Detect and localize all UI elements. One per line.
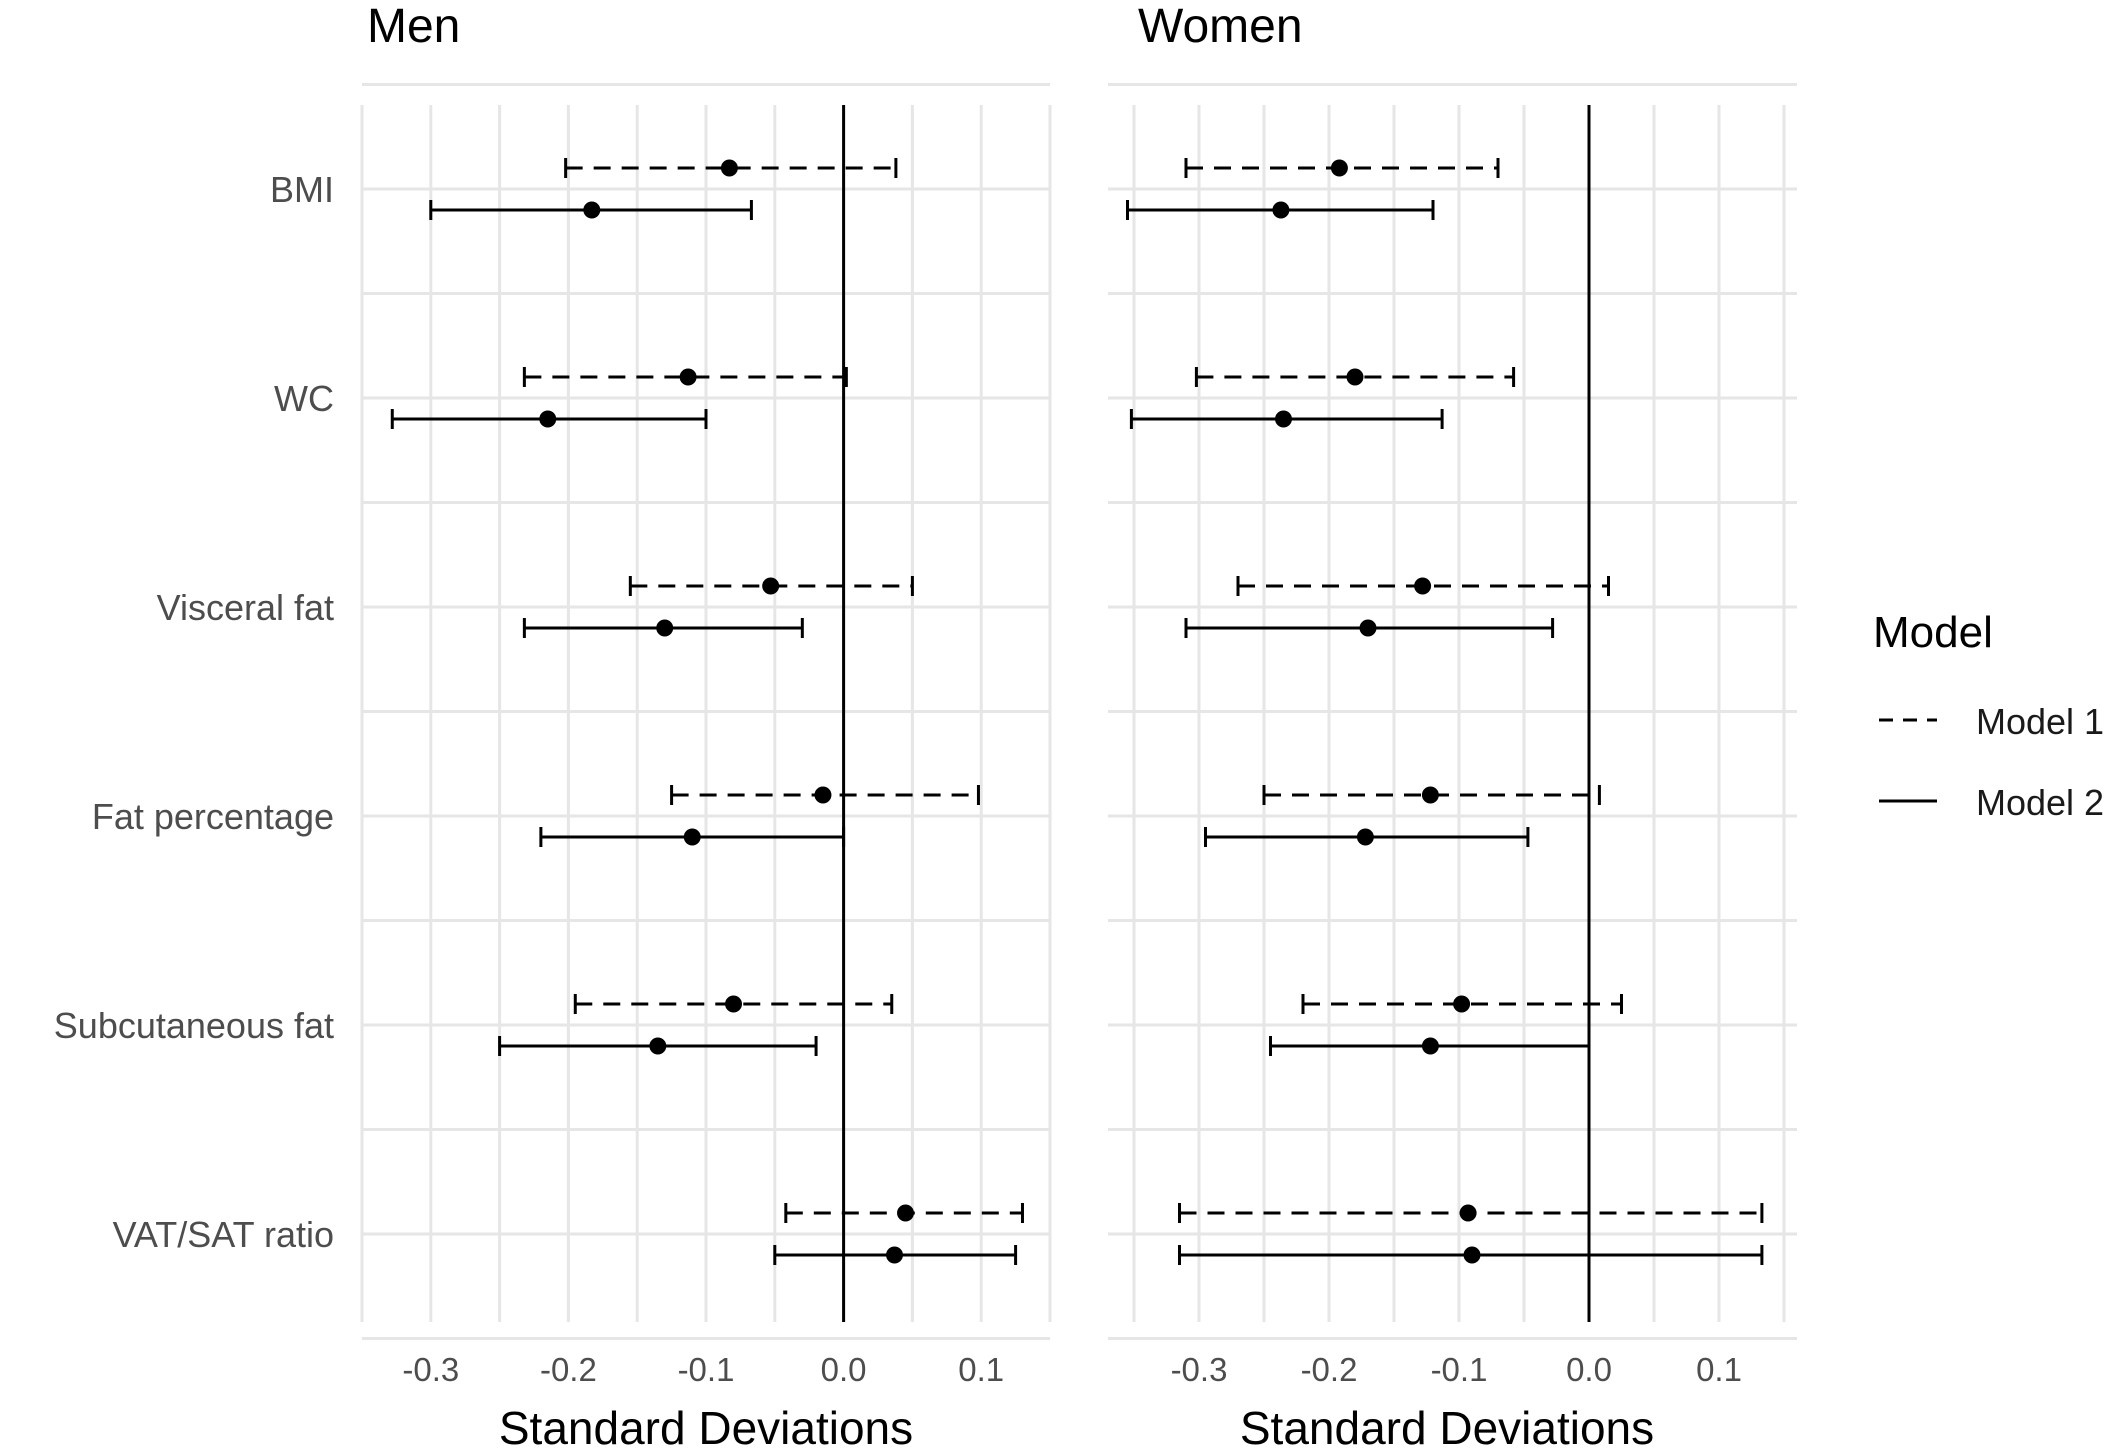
men-x-tick-label: -0.1 — [678, 1351, 735, 1388]
women-x-tick-label: 0.1 — [1696, 1351, 1742, 1388]
women-grid — [1108, 83, 1797, 1340]
women-x-tick-label: 0.0 — [1566, 1351, 1612, 1388]
men-x-tick-labels: -0.3 -0.2 -0.1 0.0 0.1 — [402, 1351, 1004, 1388]
legend: Model Model 1 Model 2 — [1873, 608, 2104, 823]
category-label-bmi: BMI — [270, 169, 334, 210]
men-model-2-fat-percentage-point — [683, 828, 701, 846]
men-model-2-visceral-fat-point — [656, 619, 674, 637]
women-x-tick-label: -0.3 — [1171, 1351, 1228, 1388]
women-panel-title: Women — [1138, 0, 1303, 53]
men-model-2-wc-point — [539, 410, 557, 428]
legend-label-model-2: Model 2 — [1976, 782, 2104, 823]
legend-title: Model — [1873, 608, 1993, 657]
men-x-tick-label: 0.0 — [821, 1351, 867, 1388]
men-model-2-subcutaneous-fat-point — [649, 1037, 667, 1055]
men-model-1-wc-point — [679, 368, 697, 386]
women-model-1-vat-sat-ratio-point — [1459, 1204, 1477, 1222]
women-model-1-fat-percentage-point — [1421, 786, 1439, 804]
men-model-1-bmi-point — [720, 159, 738, 177]
category-label-wc: WC — [274, 378, 334, 419]
category-label-fat-percentage: Fat percentage — [92, 796, 334, 837]
men-x-tick-label: -0.2 — [540, 1351, 597, 1388]
women-model-2-vat-sat-ratio-point — [1463, 1246, 1481, 1264]
men-marks — [390, 105, 1024, 1322]
legend-label-model-1: Model 1 — [1976, 701, 2104, 742]
men-model-1-vat-sat-ratio-point — [897, 1204, 915, 1222]
women-x-axis-label: Standard Deviations — [1240, 1402, 1654, 1450]
men-model-1-visceral-fat-point — [762, 577, 780, 595]
women-x-tick-labels: -0.3 -0.2 -0.1 0.0 0.1 — [1171, 1351, 1742, 1388]
category-label-visceral-fat: Visceral fat — [157, 587, 334, 628]
men-panel: Men BMI WC Visceral fat Fat percentage Subcu… — [54, 0, 1052, 1450]
women-panel: Women -0.3 -0.2 -0.1 0.0 0.1 Standard Deviat… — [1108, 0, 1797, 1450]
men-model-2-bmi-point — [583, 201, 601, 219]
men-model-1-fat-percentage-point — [814, 786, 832, 804]
men-x-tick-label: 0.1 — [958, 1351, 1004, 1388]
women-model-1-bmi-point — [1330, 159, 1348, 177]
men-x-tick-label: -0.3 — [402, 1351, 459, 1388]
women-x-tick-label: -0.2 — [1301, 1351, 1358, 1388]
category-label-vat-sat-ratio: VAT/SAT ratio — [113, 1214, 334, 1255]
men-x-axis-label: Standard Deviations — [499, 1402, 913, 1450]
men-model-1-subcutaneous-fat-point — [725, 995, 743, 1013]
women-x-tick-label: -0.1 — [1431, 1351, 1488, 1388]
women-model-2-subcutaneous-fat-point — [1421, 1037, 1439, 1055]
women-model-2-visceral-fat-point — [1359, 619, 1377, 637]
men-panel-title: Men — [367, 0, 460, 53]
men-model-2-vat-sat-ratio-point — [886, 1246, 904, 1264]
women-model-1-wc-point — [1346, 368, 1364, 386]
category-label-subcutaneous-fat: Subcutaneous fat — [54, 1005, 334, 1046]
women-model-2-fat-percentage-point — [1356, 828, 1374, 846]
men-category-labels: BMI WC Visceral fat Fat percentage Subcutane… — [54, 169, 334, 1255]
women-model-1-subcutaneous-fat-point — [1453, 995, 1471, 1013]
women-model-2-wc-point — [1275, 410, 1292, 428]
women-model-1-visceral-fat-point — [1414, 577, 1432, 595]
women-model-2-bmi-point — [1272, 201, 1290, 219]
women-marks — [1126, 105, 1764, 1322]
